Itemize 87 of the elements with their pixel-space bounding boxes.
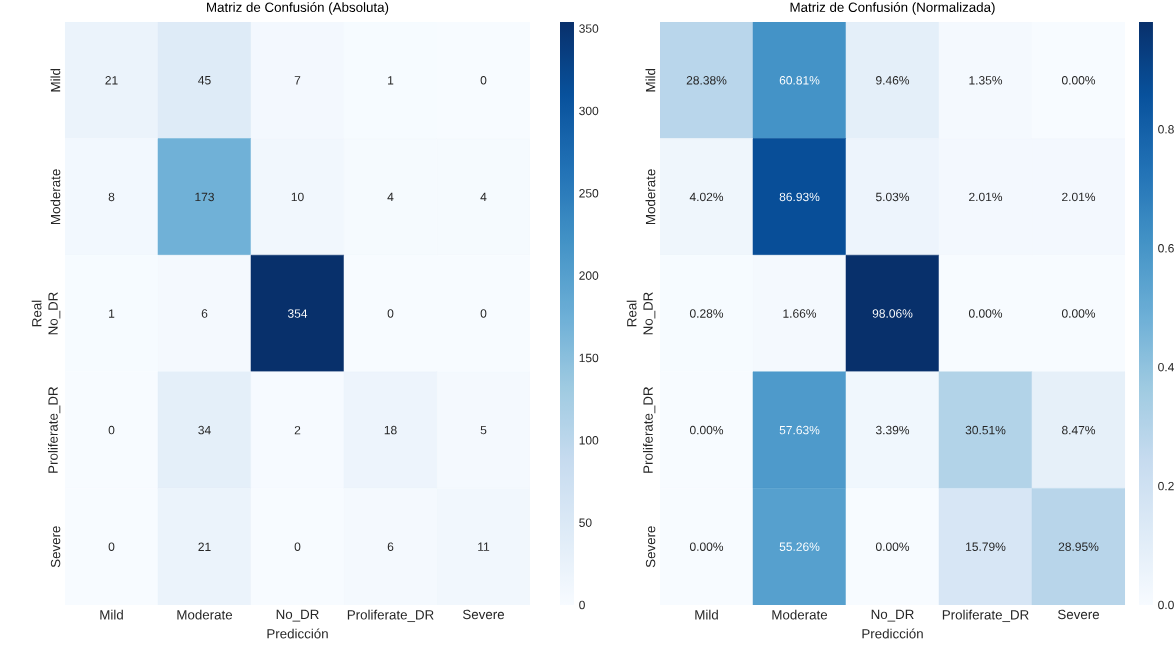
x-tick-label: No_DR [871, 609, 914, 622]
data-label: 21 [105, 76, 118, 85]
data-label: 0 [480, 76, 487, 85]
y-tick-label: No_DR [48, 292, 61, 335]
data-label: 9.46% [876, 76, 910, 85]
color-bar-label: 0 [579, 600, 585, 610]
x-tick-label: Mild [100, 609, 123, 620]
color-bar-label: 0.0 [1158, 600, 1174, 610]
data-label: 86.93% [779, 192, 820, 202]
data-label: 3.39% [875, 425, 910, 435]
data-label: 0.00% [689, 542, 724, 551]
data-label: 1 [388, 76, 394, 85]
data-label: 0.28% [689, 309, 724, 318]
data-label: 8 [108, 192, 115, 202]
y-tick-label: Proliferate_DR [642, 387, 656, 473]
color-bar-label: 200 [579, 271, 599, 280]
y-axis-title: Real [626, 300, 637, 327]
data-label: 0.00% [689, 425, 724, 435]
data-label: 34 [198, 425, 211, 435]
x-tick-label: Mild [695, 609, 718, 620]
y-tick-label: Proliferate_DR [47, 387, 61, 473]
y-tick-label: Mild [645, 68, 656, 92]
x-axis-title: Predicción [267, 628, 328, 639]
y-tick-label: Severe [50, 526, 61, 568]
color-bar-label: 0.2 [1158, 481, 1174, 491]
data-label: 18 [384, 425, 397, 435]
data-label: 15.79% [966, 542, 1006, 551]
data-label: 0 [108, 542, 115, 551]
x-tick-label: Severe [1057, 609, 1100, 620]
color-bar-label: 100 [579, 436, 599, 445]
data-label: 0 [108, 425, 115, 435]
x-tick-label: No_DR [276, 609, 319, 622]
data-label: 6 [201, 309, 208, 318]
data-label: 2 [294, 425, 301, 435]
data-label: 4 [480, 192, 487, 202]
data-label: 1.66% [783, 309, 817, 318]
chart-title: Matriz de Confusión (Absoluta) [207, 2, 389, 15]
data-label: 10 [291, 192, 304, 202]
chart-title: Matriz de Confusión (Normalizada) [790, 2, 995, 15]
color-bar-label: 0.6 [1158, 244, 1174, 253]
data-label: 0.00% [1061, 309, 1096, 318]
data-label: 55.26% [779, 542, 820, 551]
data-label: 60.81% [779, 76, 820, 85]
data-label: 5.03% [875, 192, 910, 202]
data-label: 4.02% [689, 192, 724, 202]
color-bar-label: 0.4 [1158, 362, 1174, 372]
data-label: 2.01% [969, 192, 1003, 202]
y-tick-label: Moderate [50, 169, 61, 224]
data-label: 1 [109, 309, 115, 318]
data-label: 0 [480, 309, 487, 318]
y-tick-label: Moderate [645, 169, 656, 224]
x-tick-label: Moderate [177, 609, 233, 620]
color-bar-label: 350 [579, 24, 599, 33]
color-bar-label: 0.8 [1158, 125, 1174, 134]
y-tick-label: Severe [645, 526, 656, 568]
y-tick-label: Mild [50, 68, 61, 92]
x-tick-label: Proliferate_DR [942, 609, 1029, 623]
data-label: 7 [294, 76, 301, 85]
data-label: 1.35% [969, 76, 1003, 85]
data-label: 11 [478, 542, 490, 551]
color-bar-label: 50 [579, 518, 592, 527]
color-bar-label: 250 [579, 189, 599, 198]
data-label: 21 [198, 542, 211, 551]
color-bar-label: 150 [579, 353, 599, 363]
data-label: 28.38% [686, 76, 727, 85]
data-label: 45 [198, 76, 211, 85]
data-label: 173 [195, 192, 214, 202]
data-label: 2.01% [1062, 192, 1096, 202]
data-label: 30.51% [965, 425, 1006, 435]
data-label: 0.00% [1061, 76, 1096, 85]
x-tick-label: Proliferate_DR [347, 609, 434, 623]
data-label: 5 [480, 425, 487, 435]
x-tick-label: Moderate [772, 609, 828, 620]
y-axis-title: Real [31, 300, 42, 327]
data-label: 4 [387, 192, 394, 202]
data-label: 354 [287, 309, 308, 318]
x-axis-title: Predicción [862, 628, 923, 639]
y-tick-label: No_DR [643, 292, 656, 335]
data-label: 6 [387, 542, 394, 551]
color-bar-label: 300 [579, 106, 599, 116]
data-label: 28.95% [1058, 542, 1099, 551]
data-label: 0 [387, 309, 394, 318]
data-label: 0.00% [968, 309, 1003, 318]
data-label: 57.63% [779, 425, 820, 435]
data-label: 98.06% [872, 309, 913, 318]
x-tick-label: Severe [462, 609, 505, 620]
data-label: 0 [294, 542, 301, 551]
